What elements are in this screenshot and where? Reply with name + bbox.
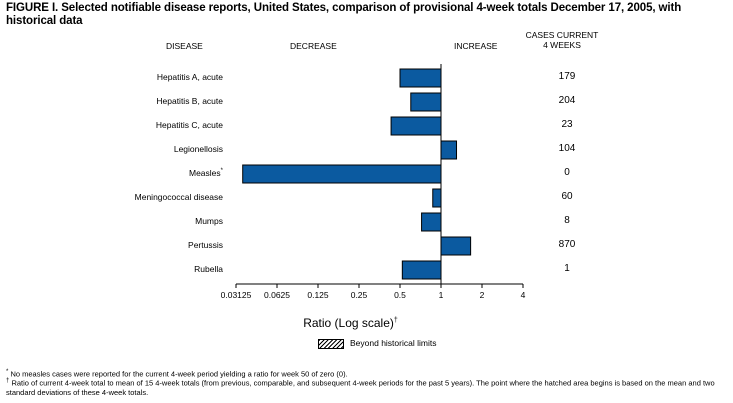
disease-label-text: Pertussis (188, 240, 223, 250)
x-tick-label: 0.03125 (221, 290, 252, 300)
header-cases-line2: 4 WEEKS (543, 40, 581, 50)
disease-label-text: Hepatitis B, acute (156, 96, 223, 106)
x-tick-label: 4 (521, 290, 526, 300)
footnote-2-mark: † (6, 378, 10, 384)
case-count: 0 (564, 167, 570, 178)
header-cases: CASES CURRENT 4 WEEKS (519, 30, 605, 50)
bar-legionellosis (440, 140, 458, 160)
footnote-2-text: Ratio of current 4-week total to mean of… (6, 378, 715, 397)
disease-label-text: Meningococcal disease (134, 192, 223, 202)
bar-pertussis (440, 236, 472, 256)
disease-label-text: Hepatitis C, acute (155, 120, 223, 130)
bar-hepatitis-b-acute (410, 92, 442, 112)
bar-hepatitis-a-acute (399, 68, 442, 88)
disease-label: Rubella (103, 264, 223, 274)
disease-label: Hepatitis A, acute (103, 72, 223, 82)
case-count: 60 (561, 191, 573, 202)
x-tick-label: 0.0625 (264, 290, 290, 300)
header-decrease: DECREASE (290, 41, 337, 51)
case-count: 870 (558, 239, 576, 250)
x-axis-label: Ratio (Log scale)† (0, 316, 733, 330)
footnote-1-text: No measles cases were reported for the c… (10, 369, 348, 379)
bar-meningococcal-disease (432, 188, 442, 208)
x-tick-label: 0.25 (351, 290, 368, 300)
case-count: 104 (558, 143, 576, 154)
x-axis-label-mark: † (393, 317, 398, 324)
x-tick-label: 0.5 (394, 290, 406, 300)
bar-mumps (421, 212, 442, 232)
disease-label: Hepatitis B, acute (103, 96, 223, 106)
bar-rubella (401, 260, 442, 280)
figure-title: FIGURE I. Selected notifiable disease re… (6, 2, 682, 27)
case-count: 8 (564, 215, 570, 226)
disease-label-text: Hepatitis A, acute (156, 72, 223, 82)
disease-label: Pertussis (103, 240, 223, 250)
header-increase: INCREASE (454, 41, 498, 51)
disease-label-mark: * (220, 168, 223, 175)
x-tick-label: 0.125 (307, 290, 329, 300)
disease-label: Hepatitis C, acute (103, 120, 223, 130)
disease-label: Legionellosis (103, 144, 223, 154)
disease-label: Mumps (103, 216, 223, 226)
footnote-1-mark: * (6, 369, 9, 375)
disease-label-text: Mumps (195, 216, 223, 226)
bar-measles (242, 164, 442, 184)
footnote-1: * No measles cases were reported for the… (6, 368, 726, 379)
disease-label-text: Rubella (194, 264, 223, 274)
bar-hepatitis-c-acute (390, 116, 442, 136)
disease-label: Measles* (103, 168, 223, 178)
header-cases-line1: CASES CURRENT (525, 30, 599, 40)
footnote-2: † Ratio of current 4-week total to mean … (6, 377, 726, 397)
case-count: 23 (561, 119, 573, 130)
case-count: 179 (558, 71, 576, 82)
case-count: 204 (558, 95, 576, 106)
header-disease: DISEASE (166, 41, 203, 51)
x-axis-label-text: Ratio (Log scale) (303, 316, 394, 330)
x-tick-label: 1 (439, 290, 444, 300)
disease-label-text: Legionellosis (173, 144, 223, 154)
hatch-swatch (318, 338, 344, 349)
legend-text: Beyond historical limits (350, 338, 437, 348)
x-tick-label: 2 (480, 290, 485, 300)
disease-label: Meningococcal disease (103, 192, 223, 202)
legend: Beyond historical limits (318, 338, 436, 349)
disease-label-text: Measles (189, 168, 221, 178)
case-count: 1 (564, 263, 570, 274)
